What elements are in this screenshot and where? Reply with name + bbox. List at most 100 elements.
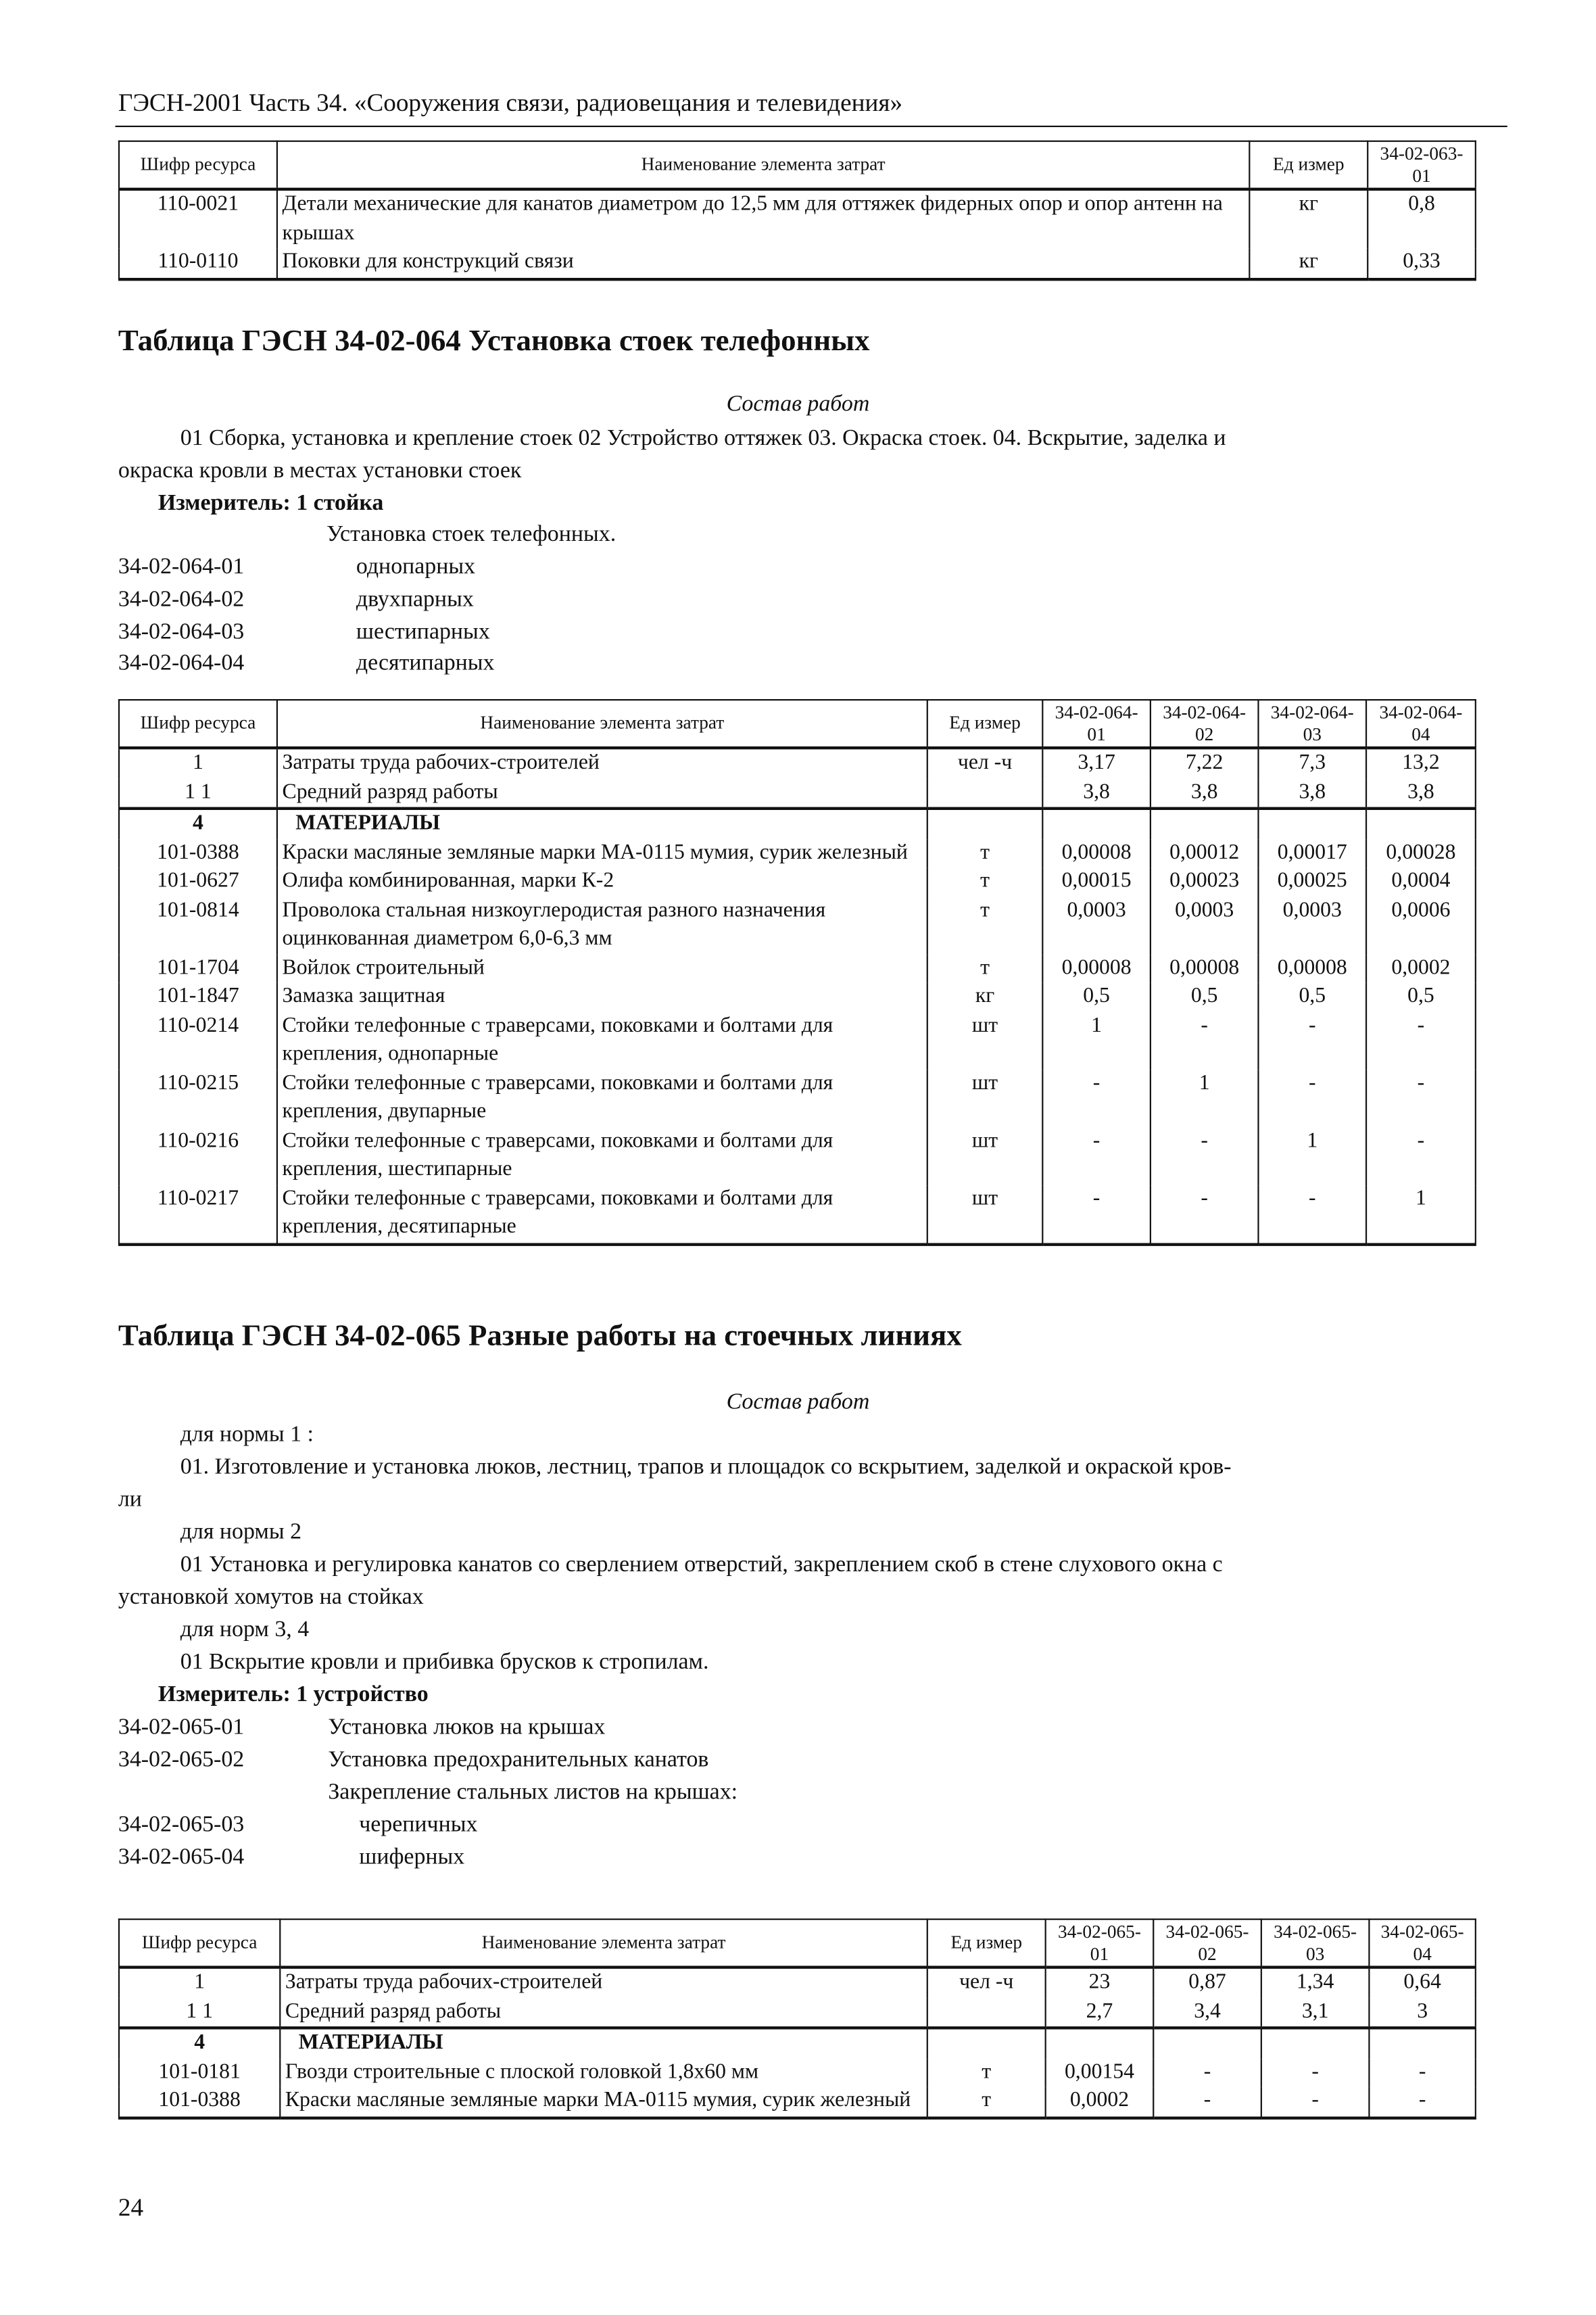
table-row: 4 МАТЕРИАЛЫ — [118, 2026, 1476, 2059]
norm-value: - — [1257, 1185, 1368, 1245]
norm-value — [1153, 2026, 1262, 2059]
norm-value: 0,00008 — [1042, 954, 1151, 983]
table-row: 1 Затраты труда рабочих-строителей чел -ч 3… — [118, 746, 1476, 778]
norm-value: 13,2 — [1365, 746, 1476, 778]
resource-name: МАТЕРИАЛЫ — [276, 807, 928, 839]
composition-text: установкой хомутов на стойках — [118, 1584, 424, 1610]
column-header: Ед измер — [1249, 140, 1369, 191]
norm-code: 34-02-064-02 — [118, 586, 245, 612]
meter-label: Измеритель: 1 устройство — [158, 1681, 429, 1707]
column-header: Наименование элемента затрат — [276, 140, 1251, 191]
norm-value: 0,87 — [1153, 1965, 1262, 1998]
norm-value: - — [1153, 2086, 1262, 2119]
resource-name: Детали механические для канатов диаметро… — [276, 189, 1251, 249]
column-header: 34-02-065-02 — [1153, 1918, 1262, 1969]
resource-code: 110-0216 — [118, 1126, 278, 1185]
column-header: Наименование элемента затрат — [276, 699, 928, 750]
norm-value: 0,0003 — [1042, 896, 1151, 955]
resource-code: 1 1 — [118, 778, 278, 809]
page-number: 24 — [118, 2193, 144, 2222]
resource-name: Краски масляные земляные марки МА-0115 м… — [279, 2086, 928, 2119]
meter-label: Измеритель: 1 стойка — [158, 490, 384, 516]
norm-value: 0,00008 — [1149, 954, 1259, 983]
resource-name: Средний разряд работы — [279, 1997, 928, 2028]
norm-name: шиферных — [359, 1844, 465, 1869]
norm-code: 34-02-065-02 — [118, 1746, 245, 1772]
resource-name: Проволока стальная низкоуглеродистая раз… — [276, 896, 928, 955]
resource-table-064: Шифр ресурса Наименование элемента затрат… — [118, 699, 1476, 1245]
resource-code: 4 — [118, 2026, 281, 2059]
unit: т — [926, 954, 1044, 983]
table-row: 110-0215 Стойки телефонные с траверсами, … — [118, 1069, 1476, 1127]
norm-value: 0,5 — [1365, 982, 1476, 1012]
unit — [926, 2026, 1046, 2059]
column-header: Наименование элемента затрат — [279, 1918, 928, 1969]
norm-value: 0,00012 — [1149, 838, 1259, 868]
norm-value: 1 — [1365, 1185, 1476, 1245]
norm-value — [1044, 2026, 1155, 2059]
norm-value: 2,7 — [1044, 1997, 1155, 2028]
resource-code: 1 1 — [118, 1997, 281, 2028]
norm-name: шестипарных — [356, 619, 490, 644]
column-header: Шифр ресурса — [118, 699, 278, 750]
norm-code: 34-02-065-04 — [118, 1844, 245, 1869]
norm-value — [1042, 807, 1151, 839]
composition-text: окраска кровли в местах установки стоек — [118, 458, 522, 483]
composition-text: для нормы 1 : — [180, 1422, 314, 1448]
norm-value: 0,5 — [1042, 982, 1151, 1012]
norm-value: - — [1365, 1069, 1476, 1127]
norm-value: 1 — [1042, 1011, 1151, 1070]
norm-name: десятипарных — [356, 650, 495, 676]
column-header: 34-02-065-03 — [1260, 1918, 1370, 1969]
table-row: 110-0214 Стойки телефонные с траверсами, … — [118, 1011, 1476, 1070]
resource-table-063: Шифр ресурса Наименование элемента затрат… — [118, 140, 1476, 281]
column-header: 34-02-064-01 — [1042, 699, 1151, 750]
norm-value: 0,64 — [1368, 1965, 1476, 1998]
resource-name: Затраты труда рабочих-строителей — [279, 1965, 928, 1998]
table-row: 110-0217 Стойки телефонные с траверсами, … — [118, 1185, 1476, 1245]
table-row: 1 1 Средний разряд работы 2,7 3,4 3,1 3 — [118, 1997, 1476, 2028]
resource-name: Стойки телефонные с траверсами, поковкам… — [276, 1011, 928, 1070]
composition-text: 01. Изготовление и установка люков, лест… — [180, 1454, 1232, 1480]
norm-value: - — [1149, 1126, 1259, 1185]
column-header: Ед измер — [926, 699, 1044, 750]
norm-value: 0,0002 — [1044, 2086, 1155, 2119]
norm-group-label: Установка стоек телефонных. — [327, 521, 616, 547]
unit: т — [926, 2086, 1046, 2119]
resource-name: Олифа комбинированная, марки К-2 — [276, 867, 928, 897]
unit: чел -ч — [926, 1965, 1046, 1998]
resource-name: Средний разряд работы — [276, 778, 928, 809]
composition-text: для норм 3, 4 — [180, 1617, 310, 1642]
norm-value: 0,0006 — [1365, 896, 1476, 955]
resource-name: Стойки телефонные с траверсами, поковкам… — [276, 1185, 928, 1245]
resource-code: 1 — [118, 746, 278, 778]
composition-text: 01 Сборка, установка и крепление стоек 0… — [180, 425, 1226, 451]
unit: чел -ч — [926, 746, 1044, 778]
norm-value: 3 — [1368, 1997, 1476, 2028]
norm-value — [1365, 807, 1476, 839]
resource-name: Стойки телефонные с траверсами, поковкам… — [276, 1069, 928, 1127]
header-row: Шифр ресурса Наименование элемента затрат… — [118, 140, 1476, 191]
norm-value — [1260, 2026, 1370, 2059]
norm-value: 3,8 — [1365, 778, 1476, 809]
table-title-065: Таблица ГЭСН 34-02-065 Разные работы на … — [118, 1320, 962, 1353]
resource-name: Затраты труда рабочих-строителей — [276, 746, 928, 778]
norm-value: 7,22 — [1149, 746, 1259, 778]
norm-value: - — [1153, 2058, 1262, 2087]
column-header: Ед измер — [926, 1918, 1046, 1969]
norm-value: 0,8 — [1367, 189, 1476, 249]
resource-code: 110-0110 — [118, 248, 278, 281]
table-row: 1 Затраты труда рабочих-строителей чел -ч 2… — [118, 1965, 1476, 1998]
composition-text: ли — [118, 1487, 142, 1512]
norm-value: 0,0003 — [1149, 896, 1259, 955]
resource-code: 4 — [118, 807, 278, 839]
norm-value: 0,5 — [1149, 982, 1259, 1012]
unit: кг — [1249, 189, 1369, 249]
column-header: Шифр ресурса — [118, 1918, 281, 1969]
norm-group-label: Закрепление стальных листов на крышах: — [328, 1780, 738, 1805]
norm-name: Установка предохранительных канатов — [328, 1746, 709, 1772]
resource-name: Поковки для конструкций связи — [276, 248, 1251, 281]
column-header: 34-02-064-03 — [1257, 699, 1368, 750]
unit: т — [926, 838, 1044, 868]
